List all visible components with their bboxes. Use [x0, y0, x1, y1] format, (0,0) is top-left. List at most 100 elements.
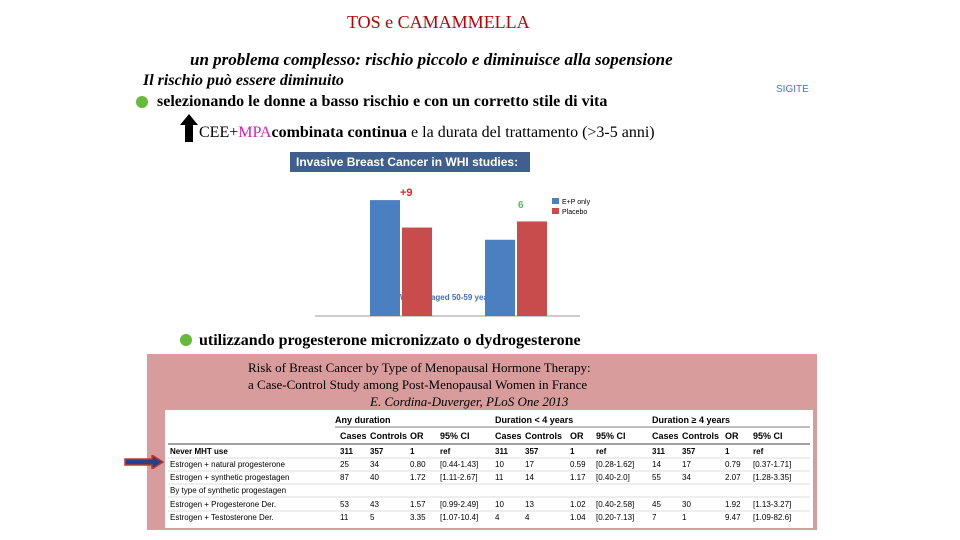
cell: 17 — [682, 460, 691, 469]
bar — [402, 227, 432, 316]
bar — [370, 200, 400, 316]
subtitle: un problema complesso: rischio piccolo e… — [190, 50, 673, 69]
table-bg — [165, 410, 813, 528]
cell: 40 — [370, 473, 379, 482]
cell: 3.35 — [410, 513, 426, 522]
cell: 311 — [340, 447, 353, 456]
cell: 1 — [725, 447, 730, 456]
cell: 1.92 — [725, 500, 741, 509]
figure: Invasive Breast Cancer in WHI studies: W… — [290, 152, 591, 317]
column-header: Cases — [340, 431, 367, 441]
figure-banner — [290, 152, 530, 172]
cell: 14 — [525, 473, 534, 482]
bold-text: combinata continua — [271, 124, 408, 141]
cell: 9.47 — [725, 513, 741, 522]
cell: 0.79 — [725, 460, 741, 469]
bullet-text: selezionando le donne a basso rischio e … — [157, 93, 608, 110]
cell: 87 — [340, 473, 349, 482]
cell: [1.07-10.4] — [440, 513, 478, 522]
cell: Never MHT use — [170, 447, 228, 456]
cell: 10 — [495, 460, 504, 469]
column-header: OR — [725, 431, 739, 441]
cell: 11 — [495, 473, 504, 482]
cell: [1.11-2.67] — [440, 473, 478, 482]
legend-swatch — [552, 198, 559, 204]
bar — [517, 221, 547, 316]
cell: 1.72 — [410, 473, 426, 482]
cell: 1.04 — [570, 513, 586, 522]
cell: 0.59 — [570, 460, 586, 469]
cell: 1.57 — [410, 500, 426, 509]
bullet-dot — [180, 334, 192, 346]
cell: 25 — [340, 460, 349, 469]
cell: 4 — [525, 513, 530, 522]
cell: [0.99-2.49] — [440, 500, 478, 509]
cell: 55 — [652, 473, 661, 482]
intro: Il rischio può essere diminuito — [143, 72, 344, 89]
cell: Estrogen + Progesterone Der. — [170, 500, 276, 509]
group-header: Any duration — [335, 415, 391, 425]
cell: [0.28-1.62] — [596, 460, 634, 469]
column-header: OR — [570, 431, 584, 441]
cell: 13 — [525, 500, 534, 509]
cell: ref — [440, 447, 451, 456]
cell: 1 — [682, 513, 687, 522]
highlight: MPA — [238, 124, 272, 141]
cell: 17 — [525, 460, 534, 469]
column-header: 95% CI — [440, 431, 470, 441]
cell: ref — [596, 447, 607, 456]
cell: 5 — [370, 513, 375, 522]
legend-label: Placebo — [562, 209, 587, 216]
table: Any duration Duration < 4 years Duration ≥… — [165, 410, 813, 528]
group-header: Duration < 4 years — [495, 415, 573, 425]
cell: 4 — [495, 513, 500, 522]
cell: ref — [753, 447, 764, 456]
cell: [0.40-2.0] — [596, 473, 630, 482]
title: TOS e CAMAMMELLA — [347, 12, 530, 32]
figure-title: Invasive Breast Cancer in WHI studies: — [296, 155, 518, 169]
pointer-arrow — [124, 455, 164, 469]
group-header: Duration ≥ 4 years — [652, 415, 730, 425]
cell: Estrogen + synthetic progestagen — [170, 473, 289, 482]
column-header: Cases — [495, 431, 522, 441]
study-title: a Case-Control Study among Post-Menopaus… — [248, 377, 588, 392]
cell: 45 — [652, 500, 661, 509]
cell: [1.13-3.27] — [753, 500, 791, 509]
cell: 30 — [682, 500, 691, 509]
cell: 1.02 — [570, 500, 586, 509]
cell: [0.44-1.43] — [440, 460, 478, 469]
bar — [485, 239, 515, 316]
cell: [1.28-3.35] — [753, 473, 791, 482]
up-arrow — [180, 114, 198, 142]
column-header: 95% CI — [596, 431, 626, 441]
bullet-text: utilizzando progesterone micronizzato o … — [199, 332, 581, 349]
cell: 357 — [525, 447, 539, 456]
cell: [0.37-1.71] — [753, 460, 791, 469]
cell: 311 — [652, 447, 665, 456]
cell: 1 — [410, 447, 415, 456]
column-header: 95% CI — [753, 431, 783, 441]
annotation: 6 — [518, 200, 524, 211]
cell: Estrogen + Testosterone Der. — [170, 513, 274, 522]
cell: [1.09-82.6] — [753, 513, 791, 522]
cell: 1.17 — [570, 473, 586, 482]
column-header: Controls — [682, 431, 719, 441]
annotation: +9 — [400, 187, 413, 199]
cell: 43 — [370, 500, 379, 509]
cell: 14 — [652, 460, 661, 469]
cell: 7 — [652, 513, 657, 522]
cell: 10 — [495, 500, 504, 509]
cell: 357 — [370, 447, 384, 456]
cell: 0.80 — [410, 460, 426, 469]
cell: Estrogen + natural progesterone — [170, 460, 286, 469]
column-header: OR — [410, 431, 424, 441]
figure-subtitle: Women aged 50-59 years — [400, 293, 496, 302]
cell: 1 — [570, 447, 575, 456]
citation: E. Cordina-Duverger, PLoS One 2013 — [370, 394, 569, 409]
cell: 34 — [682, 473, 691, 482]
column-header: Controls — [525, 431, 562, 441]
cell: [0.40-2.58] — [596, 500, 634, 509]
cell: 34 — [370, 460, 379, 469]
treatment-line: CEE+MPAcombinata continua e la durata de… — [199, 124, 655, 142]
cell: 311 — [495, 447, 508, 456]
